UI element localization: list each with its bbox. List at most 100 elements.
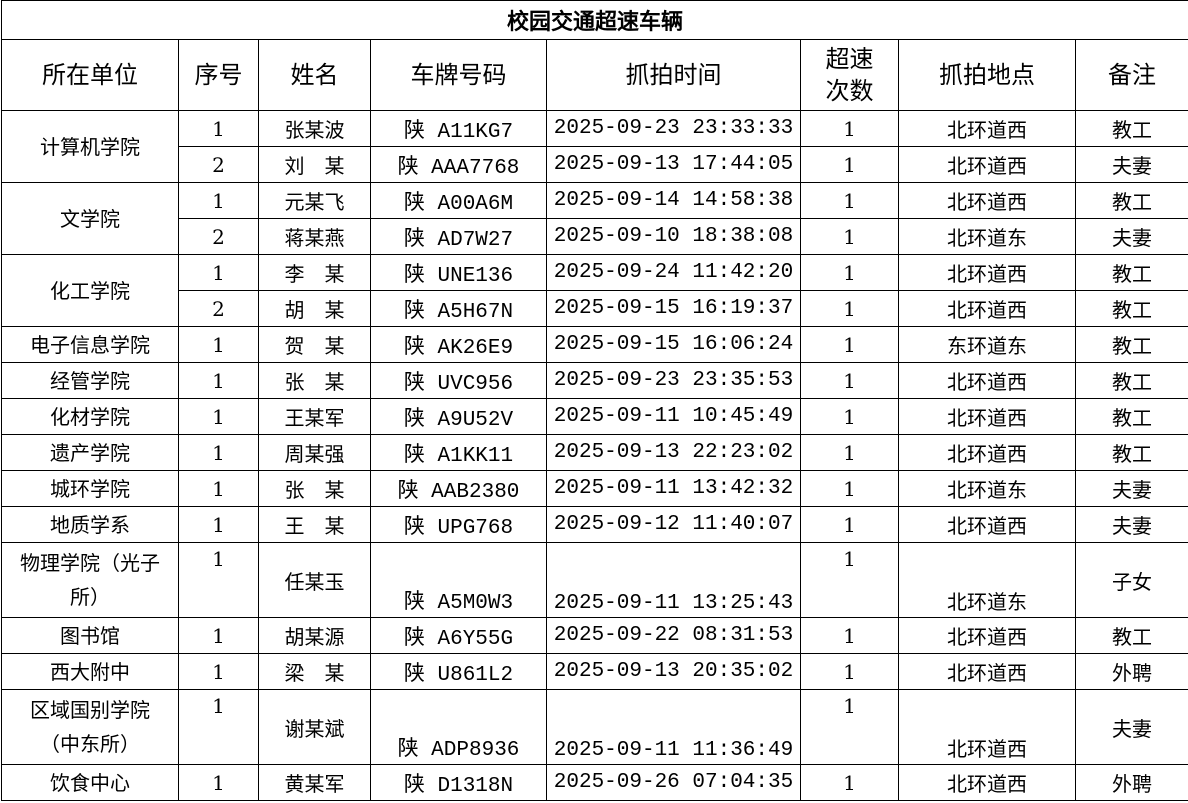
name-cell: 刘 某 — [258, 146, 371, 183]
note-cell: 教工 — [1074, 326, 1188, 363]
time-cell: 2025-09-22 08:31:53 — [546, 617, 801, 654]
header-seq: 序号 — [178, 39, 259, 111]
note-cell: 夫妻 — [1074, 689, 1188, 765]
location-cell: 北环道西 — [898, 653, 1076, 690]
count-cell: 1 — [800, 146, 899, 183]
count-cell: 1 — [800, 470, 899, 507]
unit-cell: 西大附中 — [1, 653, 179, 690]
name-cell: 梁 某 — [258, 653, 371, 690]
plate-cell: 陕 A00A6M — [370, 182, 547, 219]
time-cell: 2025-09-13 20:35:02 — [546, 653, 801, 690]
seq-cell: 1 — [178, 470, 259, 507]
note-cell: 夫妻 — [1074, 470, 1188, 507]
count-cell: 1 — [800, 398, 899, 435]
location-cell: 东环道东 — [898, 326, 1076, 363]
table-row: 图书馆 1 胡某源陕 A6Y55G 2025-09-22 08:31:53 1 北环道西教… — [1, 617, 1188, 654]
plate-cell: 陕 AAA7768 — [370, 146, 547, 183]
location-cell: 北环道西 — [898, 146, 1076, 183]
note-cell: 子女 — [1074, 542, 1188, 618]
table-row: 文学院 1 元某飞陕 A00A6M 2025-09-14 14:58:38 1 北环道西教… — [1, 182, 1188, 255]
seq-cell: 1 — [178, 362, 259, 399]
name-cell: 蒋某燕 — [258, 218, 371, 255]
note-cell: 教工 — [1074, 110, 1188, 147]
location-cell: 北环道西 — [898, 764, 1076, 801]
note-cell: 教工 — [1074, 398, 1188, 435]
table-row: 经管学院 1 张 某陕 UVC956 2025-09-23 23:35:53 1 北环道西… — [1, 362, 1188, 399]
name-cell: 元某飞 — [258, 182, 371, 219]
unit-cell: 饮食中心 — [1, 764, 179, 801]
count-cell: 1 — [800, 254, 899, 291]
plate-cell: 陕 A1KK11 — [370, 434, 547, 471]
time-cell: 2025-09-24 11:42:20 — [546, 254, 801, 291]
count-cell: 1 — [800, 110, 899, 147]
location-cell: 北环道西 — [898, 110, 1076, 147]
seq-cell: 1 — [178, 506, 259, 543]
unit-cell: 遗产学院 — [1, 434, 179, 471]
time-cell: 2025-09-26 07:04:35 — [546, 764, 801, 801]
seq-cell: 1 — [178, 182, 259, 219]
plate-cell: 陕 A9U52V — [370, 398, 547, 435]
note-cell: 教工 — [1074, 182, 1188, 219]
table-row: 2 蒋某燕陕 AD7W27 2025-09-10 18:38:08 1 北环道东 夫妻 — [2, 218, 1188, 255]
note-cell: 教工 — [1074, 290, 1188, 327]
location-cell: 北环道西 — [898, 362, 1076, 399]
table-row: 遗产学院 1 周某强陕 A1KK11 2025-09-13 22:23:02 1 北环道西… — [1, 434, 1188, 471]
count-cell: 1 — [800, 653, 899, 690]
count-cell: 1 — [800, 764, 899, 801]
seq-cell: 1 — [178, 689, 259, 765]
seq-cell: 1 — [178, 254, 259, 291]
note-cell: 外聘 — [1074, 653, 1188, 690]
plate-cell: 陕 UNE136 — [370, 254, 547, 291]
seq-cell: 2 — [178, 146, 259, 183]
unit-cell: 图书馆 — [1, 617, 179, 654]
seq-cell: 2 — [178, 290, 259, 327]
name-cell: 张某波 — [258, 110, 371, 147]
location-cell: 北环道东 — [898, 542, 1076, 618]
table-row: 区域国别学院（中东所） 1 谢某斌陕 ADP8936 2025-09-11 11:36… — [1, 689, 1188, 765]
time-cell: 2025-09-11 13:25:43 — [546, 542, 801, 618]
name-cell: 任某玉 — [258, 542, 371, 618]
name-cell: 胡某源 — [258, 617, 371, 654]
note-cell: 教工 — [1074, 254, 1188, 291]
name-cell: 张 某 — [258, 470, 371, 507]
header-name: 姓名 — [258, 39, 371, 111]
header-time: 抓拍时间 — [546, 39, 801, 111]
plate-cell: 陕 A5H67N — [370, 290, 547, 327]
seq-cell: 1 — [178, 398, 259, 435]
plate-cell: 陕 D1318N — [370, 764, 547, 801]
note-cell: 夫妻 — [1074, 218, 1188, 255]
time-cell: 2025-09-23 23:33:33 — [546, 110, 801, 147]
location-cell: 北环道西 — [898, 290, 1076, 327]
time-cell: 2025-09-13 22:23:02 — [546, 434, 801, 471]
name-cell: 周某强 — [258, 434, 371, 471]
plate-cell: 陕 A6Y55G — [370, 617, 547, 654]
location-cell: 北环道东 — [898, 218, 1076, 255]
unit-cell: 城环学院 — [1, 470, 179, 507]
table-row: 化材学院 1 王某军陕 A9U52V 2025-09-11 10:45:49 1 北环道西… — [1, 398, 1188, 435]
header-location: 抓拍地点 — [898, 39, 1076, 111]
count-cell: 1 — [800, 689, 899, 765]
table-row: 地质学系 1 王 某陕 UPG768 2025-09-12 11:40:07 1 北环道西… — [1, 506, 1188, 543]
plate-cell: 陕 A11KG7 — [370, 110, 547, 147]
plate-cell: 陕 UVC956 — [370, 362, 547, 399]
plate-cell: 陕 AK26E9 — [370, 326, 547, 363]
time-cell: 2025-09-15 16:19:37 — [546, 290, 801, 327]
count-cell: 1 — [800, 434, 899, 471]
plate-cell: 陕 A5M0W3 — [370, 542, 547, 618]
count-cell: 1 — [800, 542, 899, 618]
name-cell: 贺 某 — [258, 326, 371, 363]
table-row: 饮食中心 1 黄某军陕 D1318N 2025-09-26 07:04:35 1 北环道西… — [1, 764, 1188, 801]
name-cell: 黄某军 — [258, 764, 371, 801]
table-row: 物理学院（光子所） 1 任某玉陕 A5M0W3 2025-09-11 13:25:43… — [1, 542, 1188, 618]
note-cell: 教工 — [1074, 617, 1188, 654]
seq-cell: 1 — [178, 434, 259, 471]
seq-cell: 1 — [178, 764, 259, 801]
location-cell: 北环道东 — [898, 470, 1076, 507]
seq-cell: 1 — [178, 653, 259, 690]
name-cell: 张 某 — [258, 362, 371, 399]
unit-cell: 计算机学院 — [1, 110, 179, 183]
plate-cell: 陕 AD7W27 — [370, 218, 547, 255]
time-cell: 2025-09-13 17:44:05 — [546, 146, 801, 183]
time-cell: 2025-09-10 18:38:08 — [546, 218, 801, 255]
unit-cell: 区域国别学院（中东所） — [1, 689, 179, 765]
